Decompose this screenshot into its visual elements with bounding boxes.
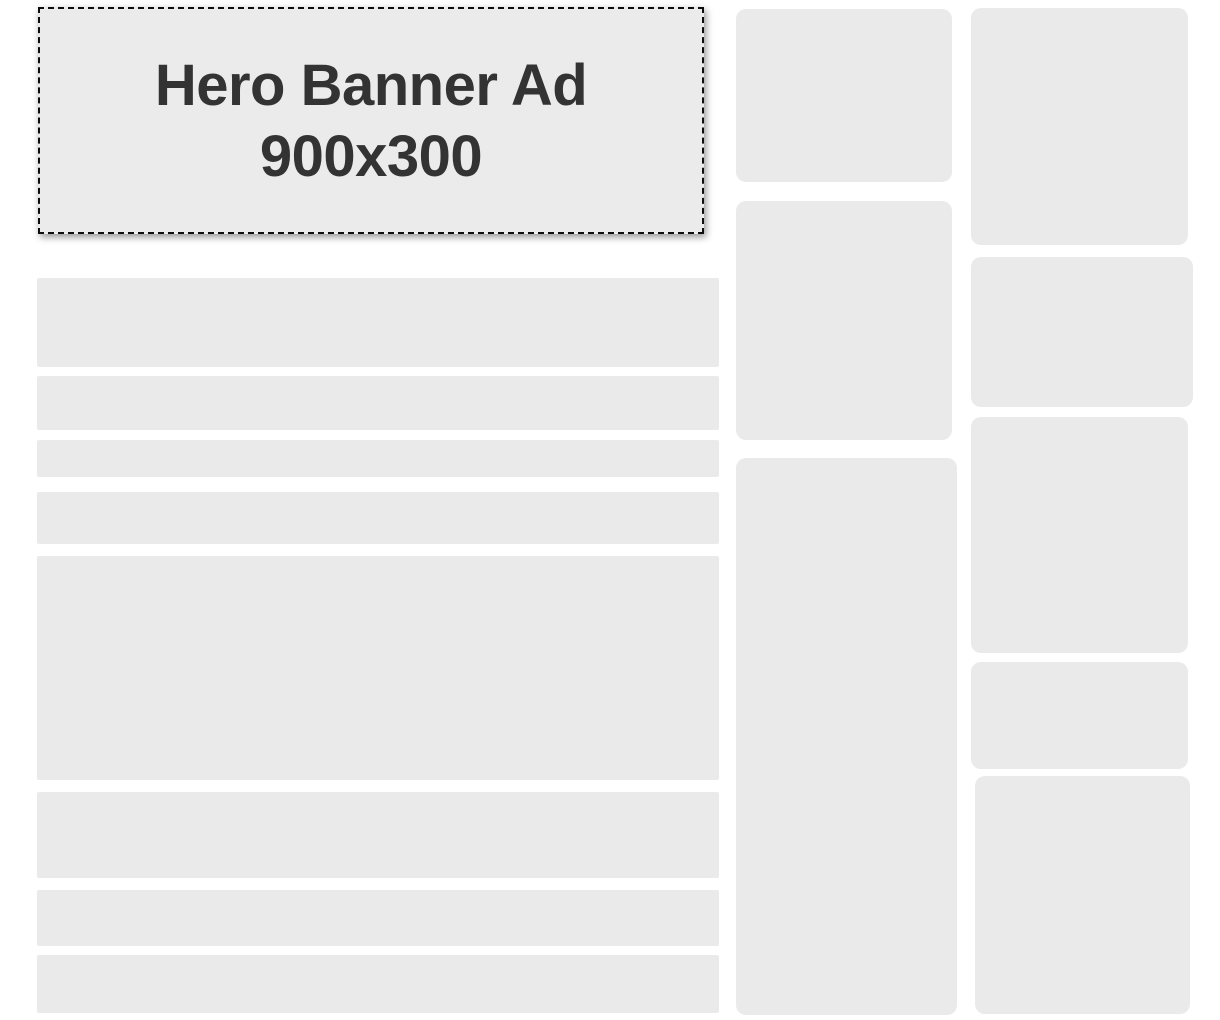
card-placeholder: [971, 8, 1188, 245]
hero-ad-title: Hero Banner Ad: [154, 52, 588, 118]
card-placeholder: [971, 662, 1188, 769]
hero-ad-size: 900x300: [259, 123, 483, 189]
card-placeholder: [736, 9, 952, 182]
card-placeholder: [736, 458, 957, 1015]
text-block-placeholder: [37, 278, 719, 367]
hero-banner-ad-slot[interactable]: Hero Banner Ad 900x300: [38, 7, 704, 234]
card-placeholder: [975, 776, 1190, 1014]
text-block-placeholder: [37, 376, 719, 430]
text-block-placeholder: [37, 492, 719, 544]
text-block-placeholder: [37, 556, 719, 780]
text-block-placeholder: [37, 955, 719, 1013]
hero-ad-label: Hero Banner Ad 900x300: [154, 50, 588, 192]
text-block-placeholder: [37, 440, 719, 477]
card-placeholder: [971, 257, 1193, 407]
text-block-placeholder: [37, 792, 719, 878]
text-block-placeholder: [37, 890, 719, 946]
card-placeholder: [736, 201, 952, 440]
card-placeholder: [971, 417, 1188, 653]
